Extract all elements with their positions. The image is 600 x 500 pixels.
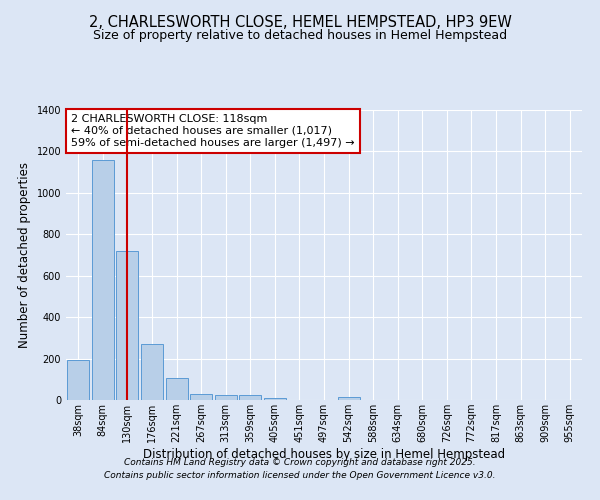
Y-axis label: Number of detached properties: Number of detached properties xyxy=(18,162,31,348)
Bar xyxy=(338,397,359,400)
Text: 2, CHARLESWORTH CLOSE, HEMEL HEMPSTEAD, HP3 9EW: 2, CHARLESWORTH CLOSE, HEMEL HEMPSTEAD, … xyxy=(89,15,511,30)
Bar xyxy=(215,395,237,400)
Text: 2 CHARLESWORTH CLOSE: 118sqm
← 40% of detached houses are smaller (1,017)
59% of: 2 CHARLESWORTH CLOSE: 118sqm ← 40% of de… xyxy=(71,114,355,148)
Text: Contains HM Land Registry data © Crown copyright and database right 2025.: Contains HM Land Registry data © Crown c… xyxy=(124,458,476,467)
Bar xyxy=(239,395,262,400)
X-axis label: Distribution of detached houses by size in Hemel Hempstead: Distribution of detached houses by size … xyxy=(143,448,505,461)
Bar xyxy=(92,160,114,400)
Text: Contains public sector information licensed under the Open Government Licence v3: Contains public sector information licen… xyxy=(104,472,496,480)
Bar xyxy=(264,398,286,400)
Bar xyxy=(166,378,188,400)
Text: Size of property relative to detached houses in Hemel Hempstead: Size of property relative to detached ho… xyxy=(93,28,507,42)
Bar xyxy=(190,394,212,400)
Bar xyxy=(141,344,163,400)
Bar xyxy=(116,251,139,400)
Bar xyxy=(67,360,89,400)
